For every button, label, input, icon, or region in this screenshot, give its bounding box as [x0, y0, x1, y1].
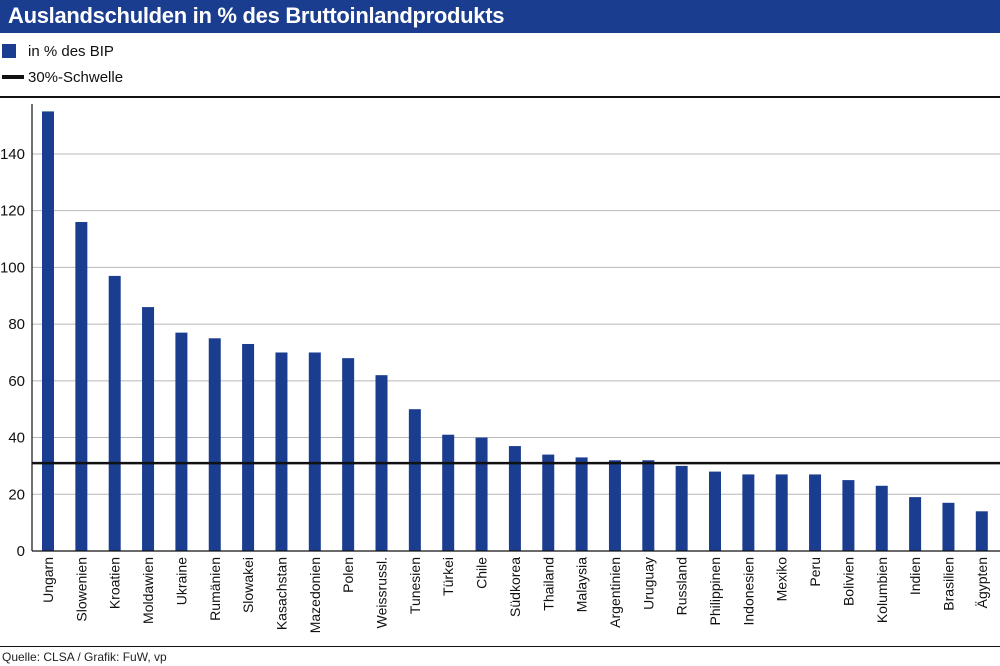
x-category-label: Kolumbien: [874, 557, 890, 623]
bar: [242, 343, 255, 551]
x-category-label: Ungarn: [40, 557, 56, 603]
y-tick-label: 120: [0, 203, 25, 220]
bar: [342, 358, 355, 551]
y-tick-label: 140: [0, 146, 25, 163]
legend-bar-swatch: [2, 44, 16, 58]
bar: [809, 474, 822, 551]
x-category-label: Kroatien: [107, 557, 123, 609]
title-bar: Auslandschulden in % des Bruttoinlandpro…: [0, 0, 1000, 33]
bar: [675, 465, 688, 551]
x-category-label: Rumänien: [207, 557, 223, 621]
bar: [975, 511, 988, 551]
bar: [642, 460, 655, 551]
x-category-label: Ägypten: [974, 557, 990, 608]
x-category-label: Moldawien: [140, 557, 156, 624]
top-rule: [0, 96, 1000, 98]
x-category-label: Indonesien: [740, 557, 756, 626]
x-category-label: Thailand: [540, 557, 556, 611]
bar: [408, 409, 421, 551]
x-category-label: Tunesien: [407, 557, 423, 614]
x-category-label: Peru: [807, 557, 823, 587]
bottom-rule: [0, 646, 1000, 647]
bar: [842, 480, 855, 551]
y-tick-label: 60: [8, 373, 25, 390]
legend-item-bars: in % des BIP: [2, 38, 123, 64]
bar: [75, 222, 88, 552]
y-tick-label: 40: [8, 430, 25, 447]
bar: [175, 332, 188, 551]
x-category-label: Türkei: [440, 557, 456, 596]
bar: [208, 338, 221, 551]
bar: [475, 437, 488, 551]
bar: [709, 471, 721, 551]
x-category-label: Argentinien: [607, 557, 623, 628]
x-category-label: Kasachstan: [273, 557, 289, 630]
bar: [909, 497, 922, 551]
y-tick-label: 0: [17, 543, 25, 560]
bar: [308, 352, 321, 551]
x-category-label: Uruguay: [640, 557, 656, 610]
x-category-label: Brasilien: [940, 557, 956, 611]
chart-title: Auslandschulden in % des Bruttoinlandpro…: [8, 3, 505, 28]
y-tick-label: 100: [0, 259, 25, 276]
x-category-label: Malaysia: [574, 557, 590, 612]
legend-line-swatch: [2, 75, 24, 79]
x-category-label: Ukraine: [173, 557, 189, 605]
bar: [108, 275, 121, 551]
legend-item-threshold: 30%-Schwelle: [2, 64, 123, 90]
x-category-label: Mexiko: [774, 557, 790, 602]
x-category-label: Mazedonien: [307, 557, 323, 633]
y-tick-label: 20: [8, 486, 25, 503]
x-category-label: Philippinen: [707, 557, 723, 626]
x-category-label: Südkorea: [507, 557, 523, 617]
bar: [542, 454, 555, 551]
x-category-label: Slowakei: [240, 557, 256, 613]
bar: [42, 111, 54, 552]
x-category-label: Indien: [907, 557, 923, 595]
bar: [775, 474, 788, 551]
legend: in % des BIP 30%-Schwelle: [2, 38, 123, 90]
source-note: Quelle: CLSA / Grafik: FuW, vp: [2, 650, 167, 664]
bar: [508, 446, 521, 551]
bar: [575, 457, 588, 551]
x-category-label: Slowenien: [73, 557, 89, 622]
bar: [275, 352, 288, 551]
x-category-label: Chile: [474, 557, 490, 589]
legend-line-label: 30%-Schwelle: [28, 68, 124, 86]
bar: [742, 474, 755, 551]
x-category-label: Polen: [340, 557, 356, 593]
x-category-label: Russland: [674, 557, 690, 615]
y-tick-label: 80: [8, 316, 25, 333]
bar: [875, 485, 888, 551]
legend-bar-label: in % des BIP: [28, 42, 114, 60]
bar: [442, 434, 455, 551]
bar: [942, 502, 955, 551]
bar: [142, 307, 155, 551]
x-category-label: Bolivien: [840, 557, 856, 606]
bar: [608, 460, 621, 551]
x-category-label: Weissrussl.: [374, 557, 390, 628]
